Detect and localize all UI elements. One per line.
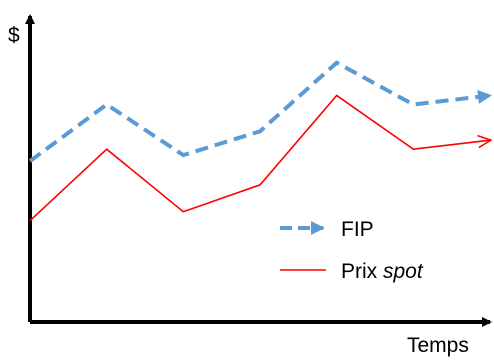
x-axis-label: Temps [407,334,469,357]
legend: FIP Prix spot [280,218,424,283]
series-spot-line [29,94,490,222]
legend-spot-label: Prix spot [341,260,424,283]
series-layer [28,60,492,222]
legend-spot-label-main: Prix [341,260,383,283]
y-axis-label: $ [8,24,20,47]
series-fip-line [28,60,492,163]
legend-spot-label-italic: spot [383,260,424,283]
legend-fip-label: FIP [341,218,374,241]
